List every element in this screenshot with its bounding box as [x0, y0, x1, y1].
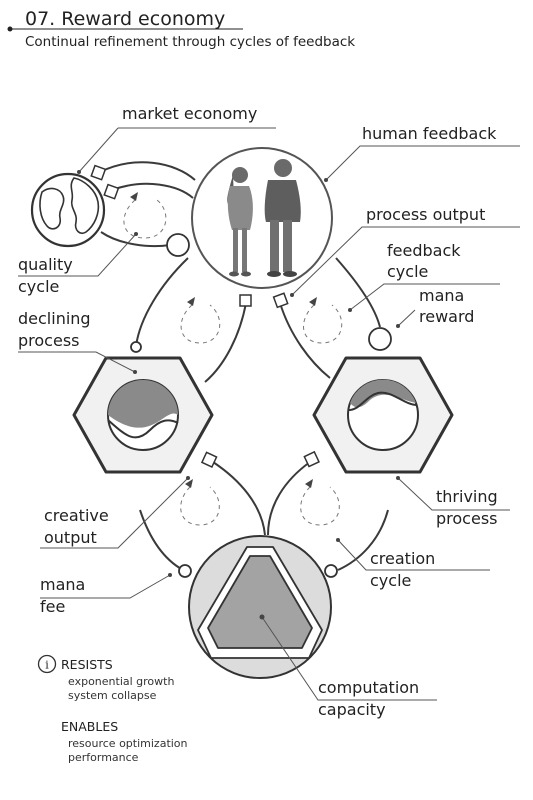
thriving-process-node: [312, 356, 454, 474]
label-quality-cycle-line2: cycle: [18, 277, 59, 296]
page-title: 07. Reward economy: [25, 8, 225, 30]
info-icon-glyph: i: [45, 659, 49, 672]
label-computation-capacity-line2: capacity: [318, 700, 386, 719]
label-mana-reward-line2: reward: [419, 307, 474, 326]
label-creation-cycle-line1: creation: [370, 549, 435, 568]
notes-panel: i RESISTS exponential growth system coll…: [37, 654, 188, 764]
label-market-economy: market economy: [122, 104, 257, 123]
human-feedback-node: [191, 147, 333, 289]
label-computation-capacity-line1: computation: [318, 678, 419, 697]
label-creative-output-line2: output: [44, 528, 97, 547]
enables-item: resource optimization: [68, 737, 188, 750]
connector-nodes: [90, 164, 392, 578]
globe-icon: [30, 172, 106, 248]
page-subtitle: Continual refinement through cycles of f…: [25, 34, 355, 50]
label-mana-fee-line1: mana: [40, 575, 85, 594]
resists-item: system collapse: [68, 689, 157, 702]
label-declining-process-line1: declining: [18, 309, 91, 328]
enables-heading: ENABLES: [61, 719, 118, 734]
resists-heading: RESISTS: [61, 657, 113, 672]
label-creative-output-line1: creative: [44, 506, 109, 525]
flow-connectors: [99, 161, 389, 571]
label-declining-process-line2: process: [18, 331, 79, 350]
cycle-loops: [123, 192, 343, 526]
label-thriving-process-line2: process: [436, 509, 497, 528]
label-feedback-cycle-line1: feedback: [387, 241, 461, 260]
computation-capacity-node: [188, 535, 332, 679]
label-process-output: process output: [366, 205, 485, 224]
label-feedback-cycle-line2: cycle: [387, 262, 428, 281]
label-creation-cycle-line2: cycle: [370, 571, 411, 590]
leader-lines: [18, 127, 520, 701]
label-human-feedback: human feedback: [362, 124, 497, 143]
label-quality-cycle-line1: quality: [18, 255, 73, 274]
label-mana-fee-line2: fee: [40, 597, 65, 616]
declining-process-node: [72, 356, 214, 474]
people-icon: [227, 159, 301, 277]
resists-item: exponential growth: [68, 675, 174, 688]
info-icon: [37, 654, 57, 674]
label-thriving-process-line1: thriving: [436, 487, 498, 506]
label-mana-reward-line1: mana: [419, 286, 464, 305]
enables-item: performance: [68, 751, 139, 764]
